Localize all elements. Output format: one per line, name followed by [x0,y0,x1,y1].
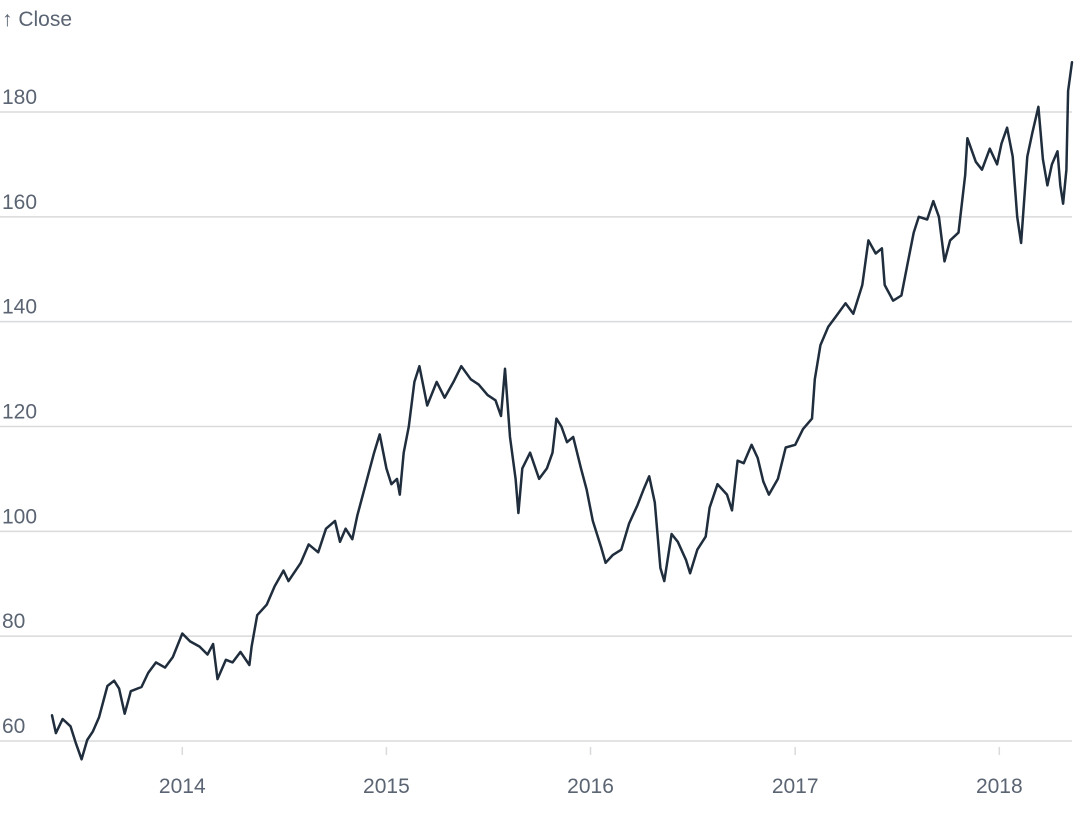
series-line-0 [50,60,1074,761]
y-tick-label-60: 60 [2,715,25,738]
y-tick-label-180: 180 [2,86,37,109]
y-tick-label-80: 80 [2,610,25,633]
y-tick-label-120: 120 [2,401,37,424]
x-tick-label-2014: 2014 [159,775,206,798]
series-lines [50,60,1074,761]
x-tick-label-2015: 2015 [363,775,410,798]
x-tick-label-2017: 2017 [772,775,819,798]
y-gridlines [0,111,1072,742]
x-tick-label-2016: 2016 [567,775,614,798]
x-tick-label-2018: 2018 [976,775,1023,798]
y-tick-label-140: 140 [2,296,37,319]
y-axis-title: ↑ Close [2,8,72,31]
x-ticks: 2014 2015 2016 2017 2018 [159,747,1023,798]
y-tick-labels: 60 80 100 120 140 160 180 [2,86,37,738]
y-tick-label-160: 160 [2,191,37,214]
y-tick-label-100: 100 [2,505,37,528]
